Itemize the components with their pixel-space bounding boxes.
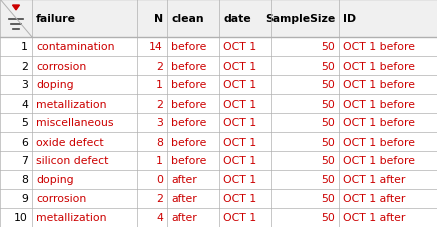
Text: OCT 1: OCT 1 bbox=[223, 118, 256, 128]
Text: before: before bbox=[171, 118, 206, 128]
Text: OCT 1: OCT 1 bbox=[223, 61, 256, 71]
Text: before: before bbox=[171, 137, 206, 147]
Text: 4: 4 bbox=[21, 99, 28, 109]
Text: 50: 50 bbox=[321, 156, 335, 166]
Text: miscellaneous: miscellaneous bbox=[36, 118, 114, 128]
Text: 14: 14 bbox=[149, 42, 163, 52]
Text: N: N bbox=[154, 14, 163, 24]
Text: 1: 1 bbox=[156, 156, 163, 166]
Text: metallization: metallization bbox=[36, 212, 107, 222]
Text: OCT 1: OCT 1 bbox=[223, 156, 256, 166]
Text: OCT 1 before: OCT 1 before bbox=[343, 99, 415, 109]
Text: 50: 50 bbox=[321, 61, 335, 71]
Bar bbox=[0, 208, 437, 227]
Text: before: before bbox=[171, 156, 206, 166]
Text: after: after bbox=[171, 175, 197, 185]
Text: after: after bbox=[171, 212, 197, 222]
Bar bbox=[0, 189, 437, 208]
Text: OCT 1 after: OCT 1 after bbox=[343, 194, 406, 204]
Text: 5: 5 bbox=[21, 118, 28, 128]
Text: SampleSize: SampleSize bbox=[265, 14, 335, 24]
Text: OCT 1 before: OCT 1 before bbox=[343, 61, 415, 71]
Text: 50: 50 bbox=[321, 42, 335, 52]
Text: 10: 10 bbox=[14, 212, 28, 222]
Text: silicon defect: silicon defect bbox=[36, 156, 108, 166]
Text: 50: 50 bbox=[321, 80, 335, 90]
Text: OCT 1: OCT 1 bbox=[223, 212, 256, 222]
Text: 50: 50 bbox=[321, 175, 335, 185]
Text: failure: failure bbox=[36, 14, 76, 24]
Bar bbox=[0, 132, 437, 151]
Text: OCT 1: OCT 1 bbox=[223, 175, 256, 185]
Text: corrosion: corrosion bbox=[36, 61, 86, 71]
Text: doping: doping bbox=[36, 175, 73, 185]
Bar bbox=[0, 95, 437, 114]
Text: 4: 4 bbox=[156, 212, 163, 222]
Text: oxide defect: oxide defect bbox=[36, 137, 104, 147]
Text: before: before bbox=[171, 61, 206, 71]
Text: 50: 50 bbox=[321, 99, 335, 109]
Text: date: date bbox=[223, 14, 251, 24]
Text: OCT 1: OCT 1 bbox=[223, 99, 256, 109]
Text: OCT 1 before: OCT 1 before bbox=[343, 118, 415, 128]
Text: 2: 2 bbox=[156, 194, 163, 204]
Text: 3: 3 bbox=[156, 118, 163, 128]
Text: 50: 50 bbox=[321, 118, 335, 128]
Text: before: before bbox=[171, 99, 206, 109]
Polygon shape bbox=[13, 6, 20, 11]
Bar bbox=[0, 114, 437, 132]
Text: OCT 1: OCT 1 bbox=[223, 137, 256, 147]
Text: OCT 1 before: OCT 1 before bbox=[343, 137, 415, 147]
Text: corrosion: corrosion bbox=[36, 194, 86, 204]
Bar bbox=[0, 57, 437, 76]
Text: OCT 1 before: OCT 1 before bbox=[343, 42, 415, 52]
Text: OCT 1: OCT 1 bbox=[223, 42, 256, 52]
Text: 2: 2 bbox=[156, 99, 163, 109]
Text: 6: 6 bbox=[21, 137, 28, 147]
Text: 50: 50 bbox=[321, 137, 335, 147]
Bar bbox=[0, 0, 437, 38]
Text: 9: 9 bbox=[21, 194, 28, 204]
Text: contamination: contamination bbox=[36, 42, 114, 52]
Text: OCT 1 before: OCT 1 before bbox=[343, 80, 415, 90]
Text: 8: 8 bbox=[21, 175, 28, 185]
Text: OCT 1: OCT 1 bbox=[223, 80, 256, 90]
Text: 0: 0 bbox=[156, 175, 163, 185]
Text: OCT 1 before: OCT 1 before bbox=[343, 156, 415, 166]
Text: OCT 1: OCT 1 bbox=[223, 194, 256, 204]
Text: 2: 2 bbox=[156, 61, 163, 71]
Text: OCT 1 after: OCT 1 after bbox=[343, 212, 406, 222]
Text: clean: clean bbox=[171, 14, 204, 24]
Text: 2: 2 bbox=[21, 61, 28, 71]
Text: 8: 8 bbox=[156, 137, 163, 147]
Text: 7: 7 bbox=[21, 156, 28, 166]
Text: after: after bbox=[171, 194, 197, 204]
Text: 50: 50 bbox=[321, 212, 335, 222]
Text: 50: 50 bbox=[321, 194, 335, 204]
Text: before: before bbox=[171, 42, 206, 52]
Text: 1: 1 bbox=[21, 42, 28, 52]
Text: ID: ID bbox=[343, 14, 356, 24]
Text: before: before bbox=[171, 80, 206, 90]
Text: OCT 1 after: OCT 1 after bbox=[343, 175, 406, 185]
Text: 1: 1 bbox=[156, 80, 163, 90]
Bar bbox=[0, 170, 437, 189]
Bar bbox=[0, 151, 437, 170]
Text: 3: 3 bbox=[21, 80, 28, 90]
Text: metallization: metallization bbox=[36, 99, 107, 109]
Bar bbox=[0, 38, 437, 57]
Bar bbox=[0, 76, 437, 95]
Text: doping: doping bbox=[36, 80, 73, 90]
